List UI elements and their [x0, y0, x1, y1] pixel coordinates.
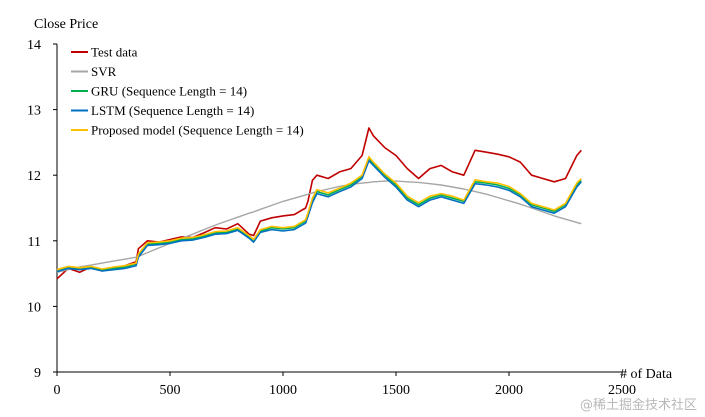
y-tick-label: 10: [27, 300, 41, 315]
x-tick-label: 0: [54, 383, 61, 398]
watermark: @稀土掘金技术社区: [579, 398, 697, 413]
y-tick-label: 12: [27, 169, 41, 184]
series-line-4: [56, 156, 582, 271]
legend: Test data SVR GRU (Sequence Length = 14) LS…: [71, 45, 304, 138]
series-line-0: [56, 127, 582, 280]
y-tick-label: 13: [27, 104, 41, 119]
legend-label: GRU (Sequence Length = 14): [91, 84, 247, 99]
x-tick-label: 2000: [495, 383, 523, 398]
series-group: [56, 127, 582, 280]
x-axis-label: # of Data: [620, 367, 673, 382]
x-tick-label: 500: [160, 383, 181, 398]
legend-label: SVR: [91, 64, 117, 79]
series-line-3: [56, 160, 582, 273]
legend-label: Test data: [91, 45, 138, 60]
x-tick-label: 2500: [608, 383, 636, 398]
y-tick-label: 11: [28, 235, 41, 250]
x-tick-label: 1000: [269, 383, 297, 398]
y-axis-label: Close Price: [34, 17, 98, 32]
x-tick-label: 1500: [382, 383, 410, 398]
y-tick-label: 9: [34, 366, 41, 381]
legend-label: Proposed model (Sequence Length = 14): [91, 123, 304, 138]
y-tick-label: 14: [27, 38, 41, 53]
axes: 9 10 11 12 13 14 0 500 1000 1500 2000 2500: [27, 38, 636, 398]
series-line-1: [56, 180, 582, 273]
legend-label: LSTM (Sequence Length = 14): [91, 103, 254, 118]
